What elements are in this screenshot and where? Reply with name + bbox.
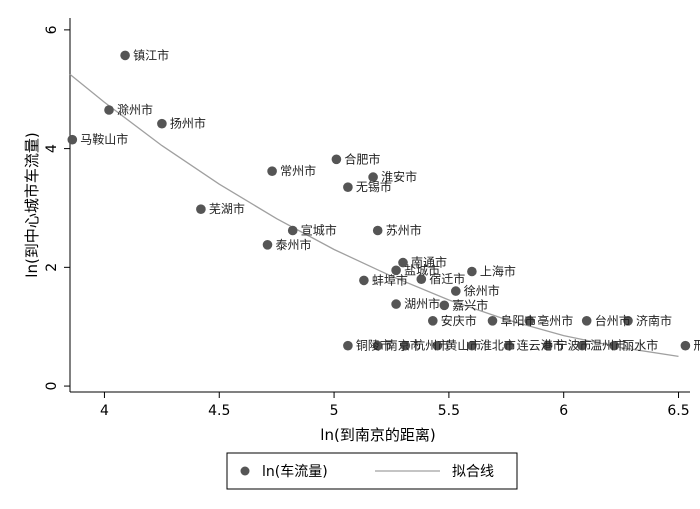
point-label: 扬州市	[170, 116, 206, 131]
y-ticks: 0 2 4 6	[44, 25, 70, 391]
data-point	[609, 340, 619, 351]
data-point	[262, 240, 273, 250]
point-label: 南通市	[411, 255, 447, 270]
data-point	[104, 105, 114, 115]
x-ticks: 4 4.5 5 5.5 6 6.5	[100, 392, 690, 419]
point-label: 亳州市	[537, 313, 573, 328]
data-point	[467, 266, 477, 277]
data-point	[467, 340, 477, 351]
point-label: 马鞍山市	[80, 132, 128, 147]
data-point	[577, 340, 587, 351]
point-label: 上海市	[480, 264, 516, 279]
legend-label-points: ln(车流量)	[262, 463, 328, 480]
data-point	[391, 265, 401, 276]
point-label: 丽水市	[622, 338, 658, 353]
data-point	[400, 340, 411, 351]
data-point	[439, 300, 450, 311]
legend: ln(车流量) 拟合线	[226, 452, 518, 490]
data-point	[287, 225, 298, 236]
x-axis-title: ln(到南京的距离)	[320, 426, 435, 444]
data-point	[372, 225, 383, 236]
point-label: 温州市	[590, 338, 626, 353]
data-point	[368, 172, 378, 182]
data-point	[343, 340, 353, 351]
x-tick-label: 6.5	[667, 403, 689, 419]
legend-marker-points	[240, 466, 250, 476]
data-point	[428, 316, 438, 326]
data-point	[542, 340, 553, 351]
plot-frame	[69, 18, 690, 393]
point-label: 滁州市	[117, 102, 153, 117]
data-point	[416, 274, 427, 285]
point-label: 镇江市	[133, 47, 169, 62]
x-tick-label: 6	[559, 403, 568, 419]
point-label: 淮北市	[480, 338, 516, 353]
point-label: 芜湖市	[209, 201, 245, 216]
point-label: 常州市	[280, 163, 316, 178]
point-label: 宿迁市	[429, 271, 465, 286]
points-layer	[67, 50, 691, 351]
y-axis-title: ln(到中心城市车流量)	[23, 132, 41, 277]
point-label: 宣城市	[301, 223, 337, 238]
point-label: 徐州市	[464, 283, 500, 298]
point-label: 杭州市	[413, 338, 449, 353]
point-label: 盐城市	[404, 262, 440, 277]
data-point	[524, 316, 535, 326]
data-point	[487, 316, 498, 326]
point-label: 苏州市	[386, 223, 422, 238]
x-tick-label: 4	[100, 403, 109, 419]
data-point	[432, 340, 443, 351]
data-point	[581, 316, 592, 326]
x-tick-label: 5.5	[438, 403, 460, 419]
data-point	[343, 182, 353, 192]
y-tick-label: 2	[44, 263, 60, 272]
data-point	[331, 154, 342, 165]
point-label: 邢台市	[693, 338, 700, 353]
fit-line	[69, 73, 679, 358]
y-tick-label: 4	[44, 144, 60, 153]
point-label: 黄山市	[445, 338, 481, 353]
data-point	[451, 286, 461, 296]
point-label: 台州市	[595, 313, 631, 328]
point-label: 合肥市	[344, 151, 380, 166]
data-point	[623, 316, 633, 326]
legend-label-fit: 拟合线	[452, 464, 494, 480]
data-point	[157, 118, 167, 129]
point-label: 宁波市	[556, 338, 592, 353]
data-point	[398, 257, 408, 268]
fit-line-layer	[69, 73, 679, 358]
data-point	[680, 340, 691, 351]
y-tick-label: 6	[44, 25, 60, 34]
data-point	[503, 340, 514, 351]
point-label: 嘉兴市	[452, 297, 488, 312]
data-point	[67, 134, 78, 145]
point-label: 蚌埠市	[372, 272, 408, 287]
point-label: 淮安市	[381, 169, 417, 184]
point-label: 无锡市	[356, 179, 392, 194]
point-label: 南京市	[386, 338, 422, 353]
data-point	[359, 275, 369, 286]
point-label: 湖州市	[404, 296, 440, 311]
point-label: 铜陵市	[356, 338, 392, 353]
y-tick-label: 0	[44, 382, 60, 391]
data-point	[196, 204, 206, 214]
point-label: 济南市	[636, 313, 672, 328]
point-label: 安庆市	[441, 313, 477, 328]
data-point	[372, 340, 383, 351]
x-tick-label: 5	[330, 403, 339, 419]
point-label: 连云港市	[517, 338, 565, 353]
point-label: 阜阳市	[501, 313, 537, 328]
data-point	[267, 166, 277, 176]
data-point	[120, 50, 130, 61]
legend-box	[226, 452, 518, 490]
point-label: 泰州市	[276, 237, 312, 252]
data-point	[391, 299, 401, 309]
x-tick-label: 4.5	[208, 403, 230, 419]
